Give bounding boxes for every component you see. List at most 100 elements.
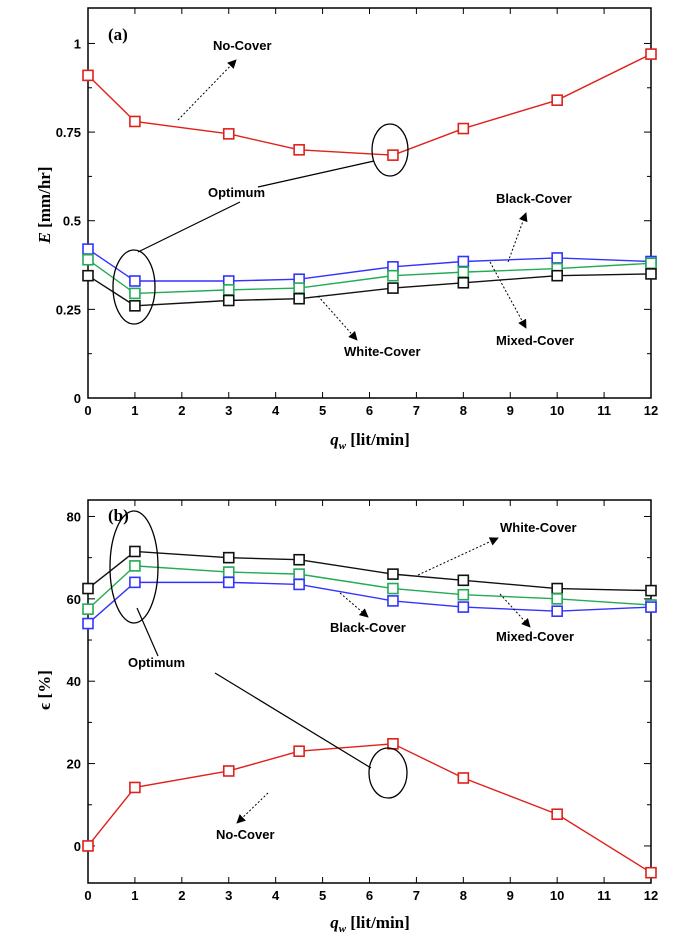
point-mixed-cover-b-3 — [293, 568, 305, 580]
x-tick-label-b-4: 4 — [272, 888, 280, 903]
point-no-cover-b-2 — [222, 765, 235, 777]
point-mixed-cover-a-0 — [82, 253, 94, 266]
annotation-black-cover-b: Black-Cover — [330, 620, 406, 635]
point-mixed-cover-b-5 — [457, 588, 470, 601]
point-no-cover-b-1 — [129, 781, 141, 794]
annotation-arrow-mixed-cover-a — [489, 261, 527, 329]
point-white-cover-a-3 — [293, 292, 305, 305]
annotation-no-cover-a: No-Cover — [213, 38, 272, 53]
x-axis-subscript-a: w — [339, 440, 347, 452]
annotation-mixed-cover-b: Mixed-Cover — [496, 629, 574, 644]
point-no-cover-a-5 — [457, 122, 470, 135]
series-group-b — [82, 545, 657, 879]
x-tick-label-a-3: 3 — [225, 403, 232, 418]
point-no-cover-a-2 — [222, 128, 235, 140]
point-mixed-cover-b-6 — [551, 593, 563, 605]
point-mixed-cover-b-2 — [222, 566, 235, 578]
x-axis-subscript-b: w — [339, 923, 347, 935]
point-white-cover-b-5 — [457, 574, 470, 587]
point-white-cover-a-2 — [222, 294, 235, 307]
annotation-white-cover-a: White-Cover — [344, 344, 421, 359]
x-axis-symbol-b: q — [330, 913, 339, 932]
series-line-no-cover-b — [87, 743, 652, 874]
y-axis-symbol-a: E — [35, 232, 54, 244]
x-tick-label-b-0: 0 — [84, 888, 91, 903]
point-white-cover-b-0 — [82, 582, 94, 595]
series-line-mixed-cover-a — [87, 259, 652, 295]
point-no-cover-a-0 — [82, 69, 94, 82]
x-tick-label-b-1: 1 — [131, 888, 138, 903]
optimum-line-a-right — [257, 160, 375, 188]
annotation-black-cover-a: Black-Cover — [496, 191, 572, 206]
point-black-cover-b-2 — [222, 576, 235, 589]
optimum-line-a-left — [137, 201, 241, 253]
optimum-ellipse-a-right — [371, 123, 409, 177]
x-tick-label-b-9: 9 — [507, 888, 514, 903]
point-black-cover-a-5 — [457, 255, 470, 268]
point-black-cover-b-6 — [551, 605, 563, 617]
point-white-cover-b-2 — [222, 551, 235, 564]
optimum-ellipse-a-left — [112, 249, 156, 325]
y-tick-label-a-4: 1 — [74, 36, 81, 51]
x-tick-label-a-0: 0 — [84, 403, 91, 418]
annotation-arrow-white-cover-b — [417, 537, 499, 576]
point-white-cover-a-5 — [457, 276, 470, 289]
point-no-cover-b-6 — [551, 808, 563, 821]
x-tick-label-a-6: 6 — [366, 403, 373, 418]
series-line-black-cover-b — [87, 581, 652, 625]
series-line-white-cover-b — [87, 550, 652, 592]
annotation-arrow-black-cover-a — [507, 212, 528, 263]
annotation-mixed-cover-a: Mixed-Cover — [496, 333, 574, 348]
optimum-ellipse-b-right — [368, 747, 408, 799]
x-tick-label-b-11: 11 — [597, 888, 611, 903]
y-tick-label-a-2: 0.5 — [63, 214, 81, 229]
point-no-cover-b-5 — [457, 772, 470, 784]
x-tick-label-a-4: 4 — [272, 403, 280, 418]
point-black-cover-a-0 — [82, 243, 94, 255]
x-tick-label-b-12: 12 — [644, 888, 658, 903]
point-white-cover-b-4 — [387, 568, 399, 580]
point-mixed-cover-b-4 — [387, 582, 399, 595]
x-tick-label-a-12: 12 — [644, 403, 658, 418]
annotation-arrow-mixed-cover-b — [499, 593, 531, 628]
point-no-cover-b-4 — [387, 738, 399, 750]
point-no-cover-a-1 — [129, 115, 141, 128]
annotation-optimum-b: Optimum — [128, 655, 185, 670]
x-tick-label-a-8: 8 — [460, 403, 467, 418]
panel-label-b: (b) — [108, 506, 129, 525]
x-axis-title-b: qw [lit/min] — [330, 913, 410, 935]
point-no-cover-b-3 — [293, 745, 305, 758]
y-tick-label-b-1: 20 — [67, 757, 81, 772]
y-tick-label-b-4: 80 — [67, 509, 81, 524]
point-white-cover-a-1 — [129, 300, 141, 312]
point-white-cover-b-3 — [293, 553, 305, 566]
annotation-arrow-no-cover-b — [236, 792, 269, 824]
series-group-a — [82, 48, 657, 312]
annotation-optimum-a: Optimum — [208, 185, 265, 200]
point-white-cover-b-7 — [645, 584, 657, 597]
point-mixed-cover-a-5 — [457, 266, 470, 278]
point-no-cover-a-3 — [293, 144, 305, 156]
y-axis-title-a: E [mm/hr] — [35, 167, 54, 245]
annotation-white-cover-b: White-Cover — [500, 520, 577, 535]
annotation-no-cover-b: No-Cover — [216, 827, 275, 842]
point-mixed-cover-a-2 — [222, 284, 235, 296]
x-tick-label-a-10: 10 — [550, 403, 564, 418]
point-white-cover-a-7 — [645, 268, 657, 280]
point-white-cover-a-4 — [387, 282, 399, 294]
point-white-cover-a-0 — [82, 269, 94, 282]
y-tick-label-a-3: 0.75 — [56, 125, 81, 140]
series-line-black-cover-a — [87, 248, 652, 282]
x-tick-label-b-10: 10 — [550, 888, 564, 903]
series-line-no-cover-a — [87, 53, 652, 156]
optimum-line-b-left — [136, 607, 159, 657]
annotation-arrow-no-cover-a — [177, 59, 237, 121]
y-axis-unit-a: [mm/hr] — [35, 167, 54, 233]
x-tick-label-a-9: 9 — [507, 403, 514, 418]
point-mixed-cover-a-7 — [645, 257, 657, 270]
y-tick-label-b-0: 0 — [74, 839, 81, 854]
annotation-arrow-white-cover-a — [317, 295, 358, 341]
